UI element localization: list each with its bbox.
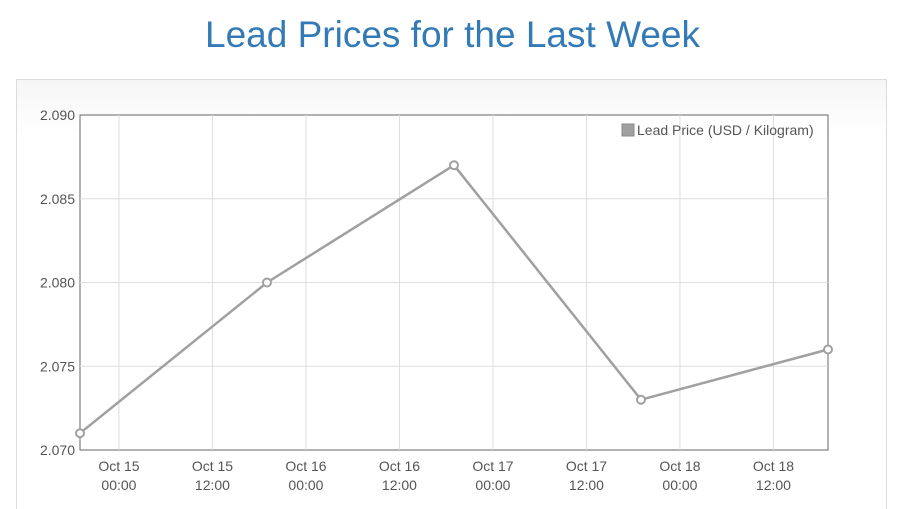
legend: Lead Price (USD / Kilogram)	[621, 122, 814, 138]
data-point	[262, 277, 272, 288]
x-tick-label-date: Oct 16	[379, 458, 420, 474]
legend-swatch	[621, 123, 635, 137]
x-tick-label-date: Oct 16	[285, 458, 326, 474]
x-tick-label-date: Oct 17	[472, 458, 513, 474]
x-tick-label-time: 00:00	[101, 477, 136, 493]
y-tick-label: 2.090	[40, 107, 75, 123]
x-tick-label-date: Oct 18	[659, 458, 700, 474]
x-tick-label-date: Oct 15	[98, 458, 139, 474]
data-point	[449, 160, 459, 171]
page-title: Lead Prices for the Last Week	[205, 14, 700, 55]
x-tick-label-date: Oct 18	[753, 458, 794, 474]
legend-label: Lead Price (USD / Kilogram)	[637, 122, 814, 138]
x-tick-label-time: 12:00	[756, 477, 791, 493]
data-point	[823, 344, 833, 355]
chart-panel: 2.090 2.085 2.080 2.075 2.070 Oct 15 00:00 Oct…	[16, 79, 887, 509]
y-tick-label: 2.075	[40, 358, 75, 374]
line-chart: 2.090 2.085 2.080 2.075 2.070 Oct 15 00:00 Oct…	[40, 107, 833, 493]
y-tick-label: 2.085	[40, 191, 75, 207]
x-tick-label-date: Oct 15	[192, 458, 233, 474]
data-point	[636, 394, 646, 405]
x-tick-label-time: 12:00	[382, 477, 417, 493]
x-tick-label-time: 12:00	[569, 477, 604, 493]
x-tick-label-time: 00:00	[288, 477, 323, 493]
x-tick-label-time: 00:00	[475, 477, 510, 493]
x-tick-label-date: Oct 17	[566, 458, 607, 474]
y-tick-label: 2.080	[40, 275, 75, 291]
x-tick-label-time: 12:00	[195, 477, 230, 493]
y-tick-label: 2.070	[40, 442, 75, 458]
data-point	[75, 428, 85, 439]
x-tick-label-time: 00:00	[662, 477, 697, 493]
